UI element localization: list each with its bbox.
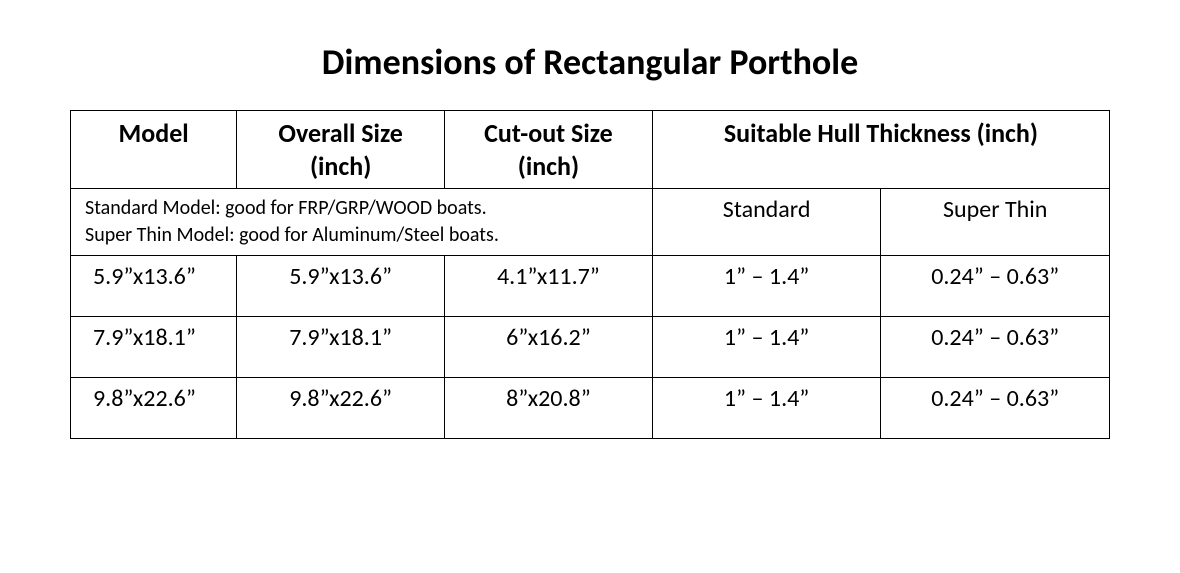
model-note-line1: Standard Model: good for FRP/GRP/WOOD bo…	[85, 196, 487, 220]
cell-superthin: 0.24” – 0.63”	[881, 317, 1110, 378]
model-note: Standard Model: good for FRP/GRP/WOOD bo…	[71, 189, 653, 256]
cell-standard: 1” – 1.4”	[652, 317, 881, 378]
cell-cutout: 8”x20.8”	[445, 378, 653, 439]
cell-superthin: 0.24” – 0.63”	[881, 378, 1110, 439]
page-title: Dimensions of Rectangular Porthole	[70, 40, 1110, 84]
cell-model: 5.9”x13.6”	[71, 256, 237, 317]
cell-standard: 1” – 1.4”	[652, 378, 881, 439]
table-row: 9.8”x22.6” 9.8”x22.6” 8”x20.8” 1” – 1.4”…	[71, 378, 1110, 439]
model-note-line2: Super Thin Model: good for Aluminum/Stee…	[85, 223, 499, 247]
dimensions-table: Model Overall Size (inch) Cut-out Size (…	[70, 110, 1110, 439]
table-note-row: Standard Model: good for FRP/GRP/WOOD bo…	[71, 189, 1110, 256]
table-row: 7.9”x18.1” 7.9”x18.1” 6”x16.2” 1” – 1.4”…	[71, 317, 1110, 378]
cell-overall: 9.8”x22.6”	[237, 378, 445, 439]
cell-model: 9.8”x22.6”	[71, 378, 237, 439]
col-header-model: Model	[71, 111, 237, 189]
col-header-cutout: Cut-out Size (inch)	[445, 111, 653, 189]
cell-overall: 5.9”x13.6”	[237, 256, 445, 317]
col-header-overall: Overall Size (inch)	[237, 111, 445, 189]
cell-cutout: 4.1”x11.7”	[445, 256, 653, 317]
document-page: Dimensions of Rectangular Porthole Model…	[0, 0, 1180, 439]
cell-model: 7.9”x18.1”	[71, 317, 237, 378]
cell-superthin: 0.24” – 0.63”	[881, 256, 1110, 317]
cell-standard: 1” – 1.4”	[652, 256, 881, 317]
table-header-row: Model Overall Size (inch) Cut-out Size (…	[71, 111, 1110, 189]
col-header-hull: Suitable Hull Thickness (inch)	[652, 111, 1109, 189]
cell-cutout: 6”x16.2”	[445, 317, 653, 378]
table-row: 5.9”x13.6” 5.9”x13.6” 4.1”x11.7” 1” – 1.…	[71, 256, 1110, 317]
subheader-standard: Standard	[652, 189, 881, 256]
subheader-superthin: Super Thin	[881, 189, 1110, 256]
cell-overall: 7.9”x18.1”	[237, 317, 445, 378]
